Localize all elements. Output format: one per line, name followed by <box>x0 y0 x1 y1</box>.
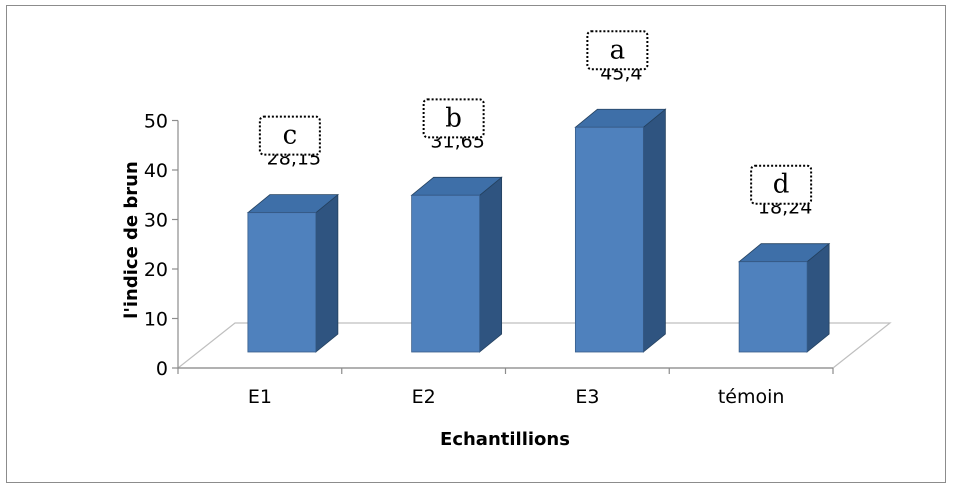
bar-side <box>315 193 339 353</box>
y-tick-label: 40 <box>144 160 168 182</box>
significance-box <box>422 98 485 139</box>
y-tick-label: 50 <box>144 111 168 133</box>
bar-témoin <box>738 242 831 353</box>
bar-E1 <box>246 193 339 353</box>
y-tick-label: 30 <box>144 210 168 232</box>
bar-front <box>738 261 808 353</box>
x-tick-label: E3 <box>575 386 599 408</box>
bar-front <box>247 212 317 353</box>
x-tick-label: témoin <box>718 386 785 408</box>
x-axis-title: Echantillions <box>440 429 570 450</box>
bar-side <box>806 242 830 353</box>
bar-front <box>411 194 481 353</box>
significance-letter: a <box>610 35 626 65</box>
significance-letter: d <box>773 170 790 200</box>
y-axis-title: l'indice de brun <box>121 161 142 319</box>
x-tick-label: E1 <box>248 386 272 408</box>
significance-letter: c <box>283 121 298 151</box>
y-tick-label: 10 <box>144 309 168 331</box>
significance-box <box>258 115 321 156</box>
y-tick-label: 0 <box>156 358 168 380</box>
y-tick-label: 20 <box>144 259 168 281</box>
bar-side <box>642 108 666 353</box>
bar-side <box>479 176 503 353</box>
bar-front <box>574 126 644 353</box>
x-tick-label: E2 <box>412 386 436 408</box>
significance-box <box>586 30 649 71</box>
significance-letter: b <box>445 103 462 133</box>
bar-E2 <box>410 176 503 353</box>
significance-box <box>750 164 813 205</box>
bar-E3 <box>574 108 667 353</box>
